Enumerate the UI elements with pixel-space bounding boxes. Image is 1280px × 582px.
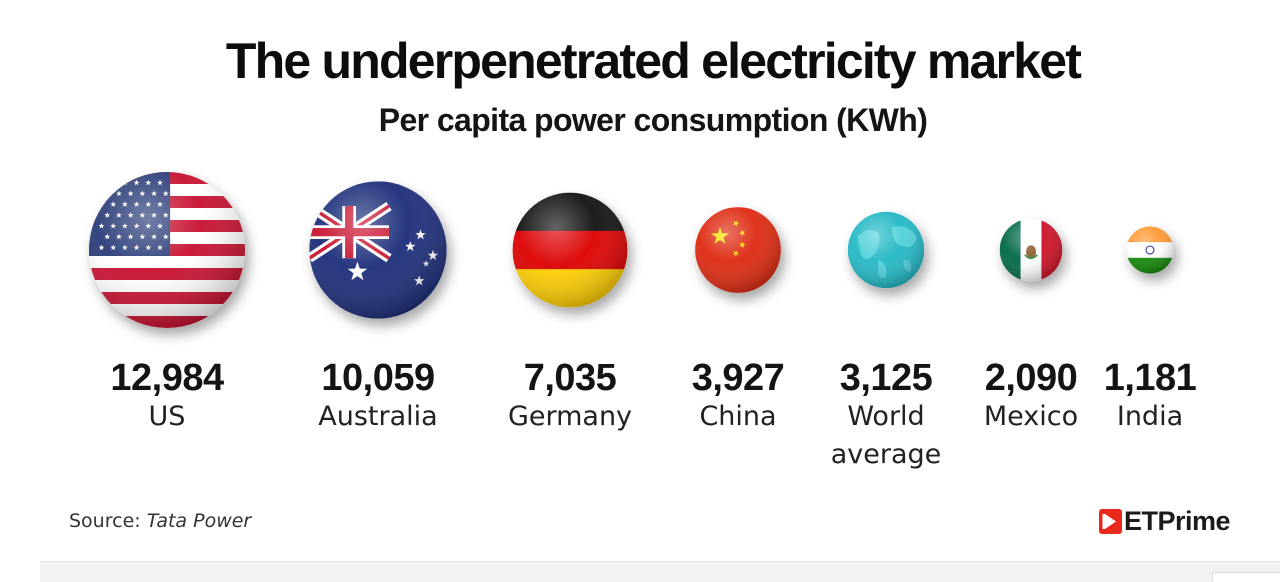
bubble-shine [89, 172, 245, 328]
value-label: 2,090 [984, 357, 1078, 399]
chart-title: The underpenetrated electricity market [225, 33, 1082, 89]
bubble-shine [695, 207, 781, 293]
value-label: 10,059 [321, 357, 435, 399]
bubble-shine [847, 211, 925, 289]
value-label: 7,035 [523, 357, 617, 399]
bubble-shine [512, 192, 628, 308]
bubble-world-average [847, 211, 925, 289]
category-label: India [1116, 401, 1184, 432]
category-label: US [148, 401, 186, 432]
category-label: World average [830, 401, 942, 470]
bubble-shine [1126, 226, 1174, 274]
etprime-logo-text: ETPrime [1123, 506, 1231, 536]
category-label: China [699, 401, 777, 432]
value-label: 1,181 [1103, 357, 1197, 399]
value-label: 12,984 [110, 357, 224, 399]
bubble-us [89, 172, 245, 328]
bubble-mexico [999, 218, 1063, 282]
chart-subtitle: Per capita power consumption (KWh) [378, 102, 928, 138]
etprime-logo: ETPrime [1098, 506, 1231, 537]
source-note: Source: Tata Power [69, 510, 251, 532]
bubble-shine [309, 181, 447, 319]
source-label: Source: [69, 510, 141, 532]
value-label: 3,927 [691, 357, 785, 399]
etprime-logo-icon [1098, 509, 1122, 534]
footer-box [1212, 572, 1280, 582]
value-label: 3,125 [839, 357, 933, 399]
bubble-chart [89, 172, 1174, 328]
category-label: Mexico [983, 401, 1079, 432]
footer-strip [40, 561, 1280, 582]
bubble-india [1126, 226, 1174, 274]
category-label: Australia [318, 401, 438, 432]
bubble-china [695, 207, 781, 293]
bubble-shine [999, 218, 1063, 282]
category-label: Germany [507, 401, 633, 432]
bubble-australia [309, 181, 447, 319]
bubble-germany [512, 192, 628, 308]
source-name: Tata Power [146, 510, 252, 532]
